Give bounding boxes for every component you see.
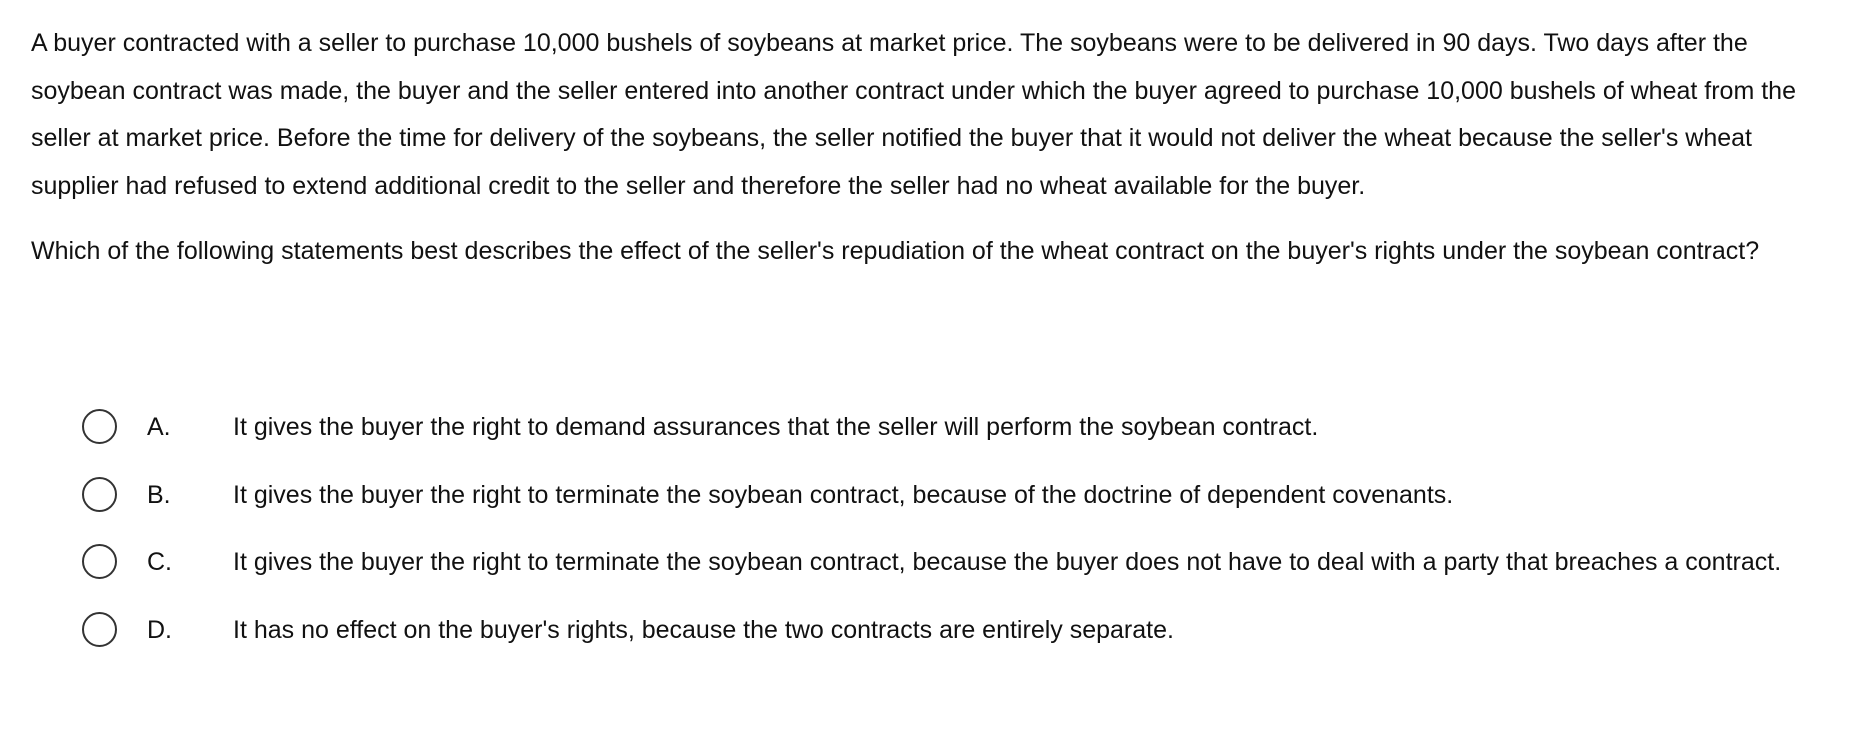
option-letter: C. — [147, 548, 172, 576]
option-b[interactable]: B. It gives the buyer the right to termi… — [82, 472, 1822, 520]
radio-button-d[interactable] — [82, 611, 117, 647]
radio-button-a[interactable] — [82, 409, 117, 444]
option-c[interactable]: C. It gives the buyer the right to termi… — [82, 539, 1822, 587]
question-block: A buyer contracted with a seller to purc… — [31, 20, 1831, 276]
question-prompt: Which of the following statements best d… — [31, 237, 1760, 265]
option-letter: A. — [147, 413, 171, 441]
option-letter: D. — [147, 615, 172, 644]
option-text[interactable]: It gives the buyer the right to terminat… — [233, 480, 1454, 509]
question-stem: A buyer contracted with a seller to purc… — [31, 29, 1796, 200]
option-d[interactable]: D. It has no effect on the buyer's right… — [82, 607, 1822, 655]
answer-options: A. It gives the buyer the right to deman… — [82, 404, 1822, 654]
radio-button-c[interactable] — [82, 544, 117, 579]
option-text[interactable]: It has no effect on the buyer's rights, … — [233, 615, 1174, 644]
option-a[interactable]: A. It gives the buyer the right to deman… — [82, 404, 1822, 452]
option-text[interactable]: It gives the buyer the right to demand a… — [233, 413, 1319, 441]
option-letter: B. — [147, 480, 171, 509]
radio-button-b[interactable] — [82, 476, 117, 512]
option-text[interactable]: It gives the buyer the right to terminat… — [233, 548, 1782, 576]
